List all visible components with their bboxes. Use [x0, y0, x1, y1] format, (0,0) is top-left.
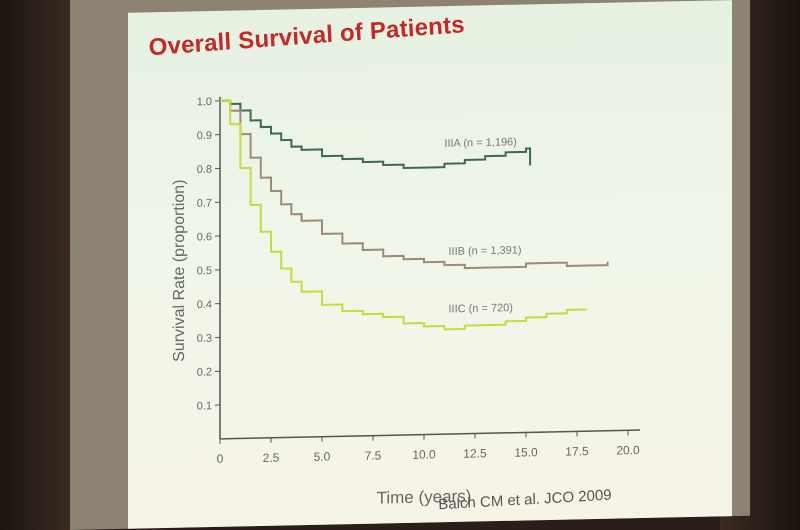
y-tick-label: 0.8	[197, 164, 212, 176]
room-wall-left	[0, 0, 70, 530]
x-tick-label: 15.0	[514, 445, 538, 459]
x-tick-label: 5.0	[314, 450, 331, 464]
projection-screen: Overall Survival of Patients 0.1 0.2 0.3 0.…	[70, 0, 750, 530]
x-tick-label: 7.5	[365, 448, 382, 462]
x-tick-label: 0	[217, 452, 224, 466]
y-tick-label: 1.0	[197, 96, 212, 108]
y-tick-label: 0.5	[197, 265, 212, 277]
y-tick-label: 0.6	[197, 231, 212, 243]
y-tick-label: 0.2	[197, 366, 212, 378]
x-axis-line	[220, 429, 640, 440]
y-axis-label: Survival Rate (proportion)	[171, 179, 188, 362]
series-line-2	[220, 99, 609, 270]
x-axis-label: Time (years)	[377, 487, 472, 508]
x-tick-label: 20.0	[616, 443, 640, 457]
survival-chart: 0.1 0.2 0.3 0.4 0.5 0.6 0.7 0.8 0.9 1.0 0 2.5 5.0 7.5…	[171, 96, 640, 508]
series-line-3	[220, 99, 588, 331]
series-label-2: IIIB (n = 1,391)	[448, 244, 521, 258]
y-tick-label: 0.9	[197, 130, 212, 142]
y-tick-label: 0.7	[197, 197, 212, 209]
x-tick-label: 10.0	[412, 447, 436, 461]
slide: Overall Survival of Patients 0.1 0.2 0.3 0.…	[128, 0, 732, 529]
series-label-1: IIIA (n = 1,196)	[444, 136, 516, 150]
x-tick-label: 2.5	[263, 451, 280, 465]
y-tick-label: 0.3	[197, 333, 212, 345]
x-tick-label: 12.5	[463, 446, 487, 460]
y-tick-label: 0.4	[197, 299, 212, 311]
x-tick-label: 17.5	[565, 444, 589, 458]
y-tick-label: 0.1	[197, 400, 212, 412]
series-label-3: IIIC (n = 720)	[448, 302, 513, 315]
series-line-1	[220, 99, 532, 170]
